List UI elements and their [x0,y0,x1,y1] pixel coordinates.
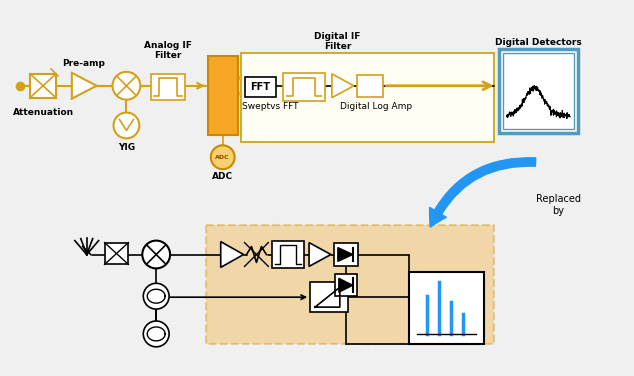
Text: Sweptvs FFT: Sweptvs FFT [242,102,299,111]
Bar [206,225,494,344]
Bar [245,77,276,97]
Polygon shape [338,247,353,261]
Bar [357,75,382,97]
Text: Digital Log Amp: Digital Log Amp [340,102,412,111]
Polygon shape [332,74,354,98]
Circle shape [142,241,170,268]
Circle shape [210,145,235,169]
Polygon shape [72,73,96,99]
Text: FFT: FFT [250,82,271,92]
Text: Replaced
by: Replaced by [536,194,581,216]
Bar [334,243,358,267]
Bar [335,274,357,296]
Circle shape [143,283,169,309]
Bar [208,56,238,135]
Text: ADC: ADC [212,172,233,181]
Bar [273,241,304,268]
Text: YIG: YIG [118,143,135,152]
Circle shape [143,321,169,347]
FancyArrowPatch shape [430,158,536,227]
Text: ADC: ADC [216,155,230,160]
Circle shape [112,72,140,100]
Text: Attenuation: Attenuation [13,108,74,117]
Bar [240,53,494,143]
Bar [30,74,56,98]
Polygon shape [309,243,331,267]
Text: Digital IF
Filter: Digital IF Filter [314,32,361,51]
Circle shape [113,112,139,138]
Bar [410,272,484,344]
Polygon shape [339,278,353,292]
Text: Digital Detectors: Digital Detectors [495,38,582,47]
Bar [499,49,578,133]
Bar [283,73,325,101]
Bar [310,282,348,312]
Bar [152,74,185,100]
Bar [503,53,574,129]
Text: Pre-amp: Pre-amp [62,59,105,68]
Text: Analog IF
Filter: Analog IF Filter [144,41,192,60]
Bar [105,243,129,264]
Polygon shape [221,242,243,267]
